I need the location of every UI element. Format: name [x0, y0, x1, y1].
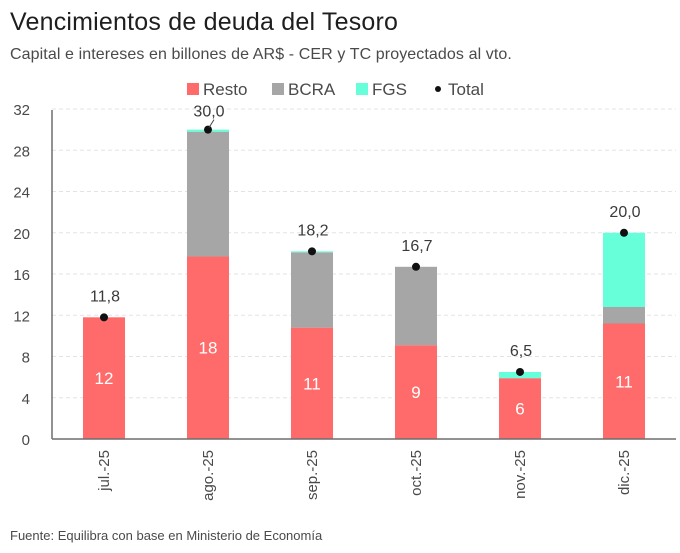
bar-segment-resto [395, 345, 437, 439]
legend-swatch-bcra [272, 83, 284, 95]
chart-title: Vencimientos de deuda del Tesoro [10, 8, 399, 36]
segment-label-resto: 18 [199, 339, 218, 358]
total-marker [204, 125, 212, 134]
legend-label-resto: Resto [203, 80, 247, 99]
segment-label-resto: 11 [615, 372, 633, 391]
total-marker [412, 262, 420, 271]
total-label: 20,0 [609, 204, 640, 221]
bar-segment-bcra [395, 266, 437, 346]
y-axis: 0 4 8 12 16 20 24 28 32 [13, 102, 53, 449]
legend-swatch-fgs [356, 83, 368, 95]
y-tick-label: 8 [22, 350, 30, 367]
segment-label-resto: 12 [95, 369, 114, 388]
legend: Resto BCRA FGS Total [187, 80, 484, 99]
bar-segment-resto [187, 256, 229, 439]
legend-label-total: Total [448, 80, 484, 99]
bar-segment-resto [603, 323, 645, 439]
y-tick-label: 16 [13, 267, 30, 284]
total-marker [100, 313, 108, 322]
y-tick-label: 4 [22, 391, 30, 408]
segment-label-resto: 9 [411, 383, 420, 402]
total-label: 30,0 [193, 104, 224, 121]
y-tick-label: 12 [13, 308, 30, 325]
y-tick-label: 20 [13, 226, 30, 243]
total-label: 16,7 [401, 238, 432, 255]
x-tick-label: ago.-25 [200, 450, 217, 501]
x-axis: jul.-25 ago.-25 sep.-25 oct.-25 nov.-25 dic.-… [52, 438, 676, 501]
bar-segment-bcra [291, 252, 333, 328]
y-tick-label: 32 [13, 102, 30, 119]
bar-segment-bcra [603, 307, 645, 324]
x-tick-label: jul.-25 [96, 450, 113, 492]
y-tick-label: 28 [13, 143, 30, 160]
total-marker [308, 247, 316, 256]
legend-label-bcra: BCRA [288, 80, 336, 99]
total-markers: 11,8 30,0 18,2 16,7 6,5 20,0 [90, 104, 641, 376]
bar-segment-bcra [187, 131, 229, 257]
bar-segment-resto [291, 327, 333, 439]
total-leader-line [208, 119, 215, 128]
gridlines [52, 108, 676, 399]
x-tick-label: oct.-25 [408, 450, 425, 496]
x-tick-label: sep.-25 [304, 450, 321, 500]
segment-label-resto: 6 [515, 400, 524, 419]
y-tick-label: 24 [13, 185, 30, 202]
segment-label-resto: 11 [303, 374, 321, 393]
total-label: 11,8 [90, 288, 120, 305]
x-tick-label: nov.-25 [512, 450, 529, 499]
legend-swatch-total [435, 86, 441, 92]
bar-segment-resto [499, 378, 541, 439]
bar-segment-fgs [603, 232, 645, 307]
bars: 12 18 11 9 6 11 [83, 129, 645, 439]
bar-segment-resto [83, 317, 125, 439]
total-label: 18,2 [297, 222, 328, 239]
legend-label-fgs: FGS [372, 80, 407, 99]
chart-subtitle: Capital e intereses en billones de AR$ -… [10, 46, 512, 63]
y-tick-label: 0 [22, 432, 30, 449]
legend-swatch-resto [187, 83, 199, 95]
total-marker [516, 367, 524, 376]
total-marker [620, 228, 628, 237]
x-tick-label: dic.-25 [616, 450, 633, 495]
total-label: 6,5 [510, 343, 532, 360]
source-note: Fuente: Equilibra con base en Ministerio… [10, 528, 323, 543]
